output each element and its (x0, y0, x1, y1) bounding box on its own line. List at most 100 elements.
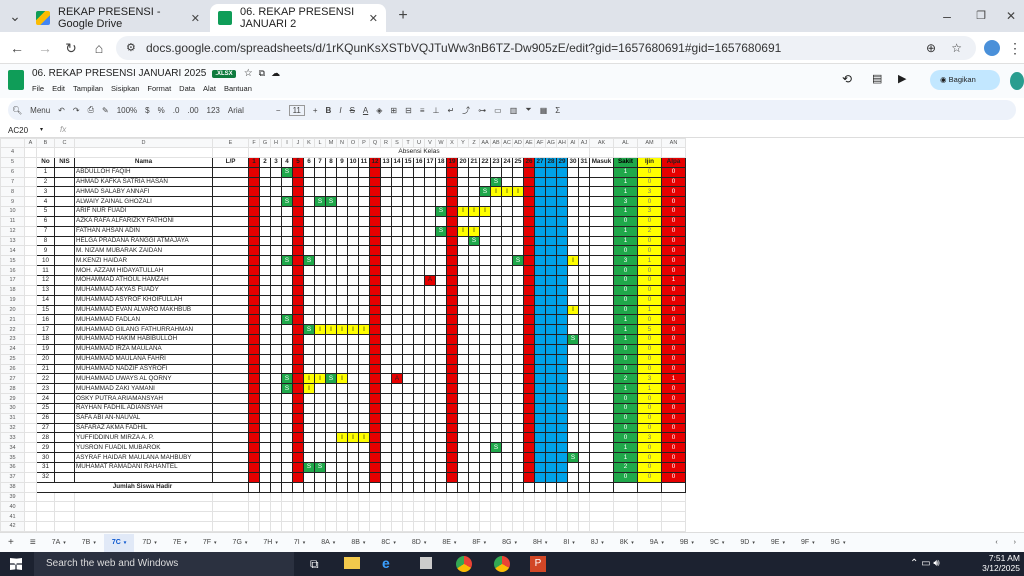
attendance-cell[interactable]: I (303, 383, 315, 395)
font-select[interactable]: Arial (227, 105, 244, 115)
attendance-cell[interactable] (325, 353, 337, 365)
attendance-cell[interactable] (292, 294, 304, 306)
cell[interactable] (545, 491, 557, 503)
column-header[interactable]: AD (512, 138, 524, 148)
cell[interactable] (36, 147, 55, 158)
attendance-cell[interactable] (578, 373, 590, 385)
reload-icon[interactable]: ↻ (65, 40, 77, 56)
fill-color-icon[interactable]: ◈ (376, 105, 383, 115)
attendance-cell[interactable] (292, 393, 304, 404)
attendance-cell[interactable] (270, 166, 282, 178)
attendance-cell[interactable] (534, 235, 546, 247)
attendance-cell[interactable] (270, 304, 282, 316)
day-header[interactable]: 15 (402, 156, 414, 168)
attendance-cell[interactable] (391, 324, 403, 336)
attendance-cell[interactable]: I (457, 206, 469, 217)
sakit-cell[interactable]: 0 (613, 393, 638, 404)
row-header[interactable]: 26 (0, 363, 25, 375)
attendance-cell[interactable] (479, 284, 491, 296)
attendance-cell[interactable] (336, 402, 348, 414)
cell[interactable] (24, 255, 37, 267)
attendance-cell[interactable] (501, 422, 513, 434)
cell[interactable] (24, 166, 37, 178)
attendance-cell[interactable] (424, 462, 436, 473)
masuk-cell[interactable] (589, 274, 614, 286)
cell[interactable] (303, 491, 315, 503)
cell[interactable] (303, 501, 315, 513)
attendance-cell[interactable] (490, 235, 502, 247)
cell[interactable] (490, 501, 502, 513)
cell[interactable] (369, 511, 381, 523)
cell[interactable] (24, 265, 37, 276)
attendance-cell[interactable] (446, 334, 458, 345)
attendance-cell[interactable] (259, 176, 271, 188)
attendance-cell[interactable] (578, 432, 590, 444)
all-sheets-button[interactable]: ≡ (29, 536, 36, 548)
attendance-cell[interactable] (479, 176, 491, 188)
student-lp[interactable] (212, 462, 249, 473)
student-nis[interactable] (54, 255, 75, 267)
attendance-cell[interactable] (556, 462, 568, 473)
cell[interactable] (613, 521, 638, 532)
attendance-cell[interactable] (292, 324, 304, 336)
attendance-cell[interactable] (567, 412, 579, 424)
day-header[interactable]: 19 (446, 156, 458, 168)
cell[interactable] (637, 491, 662, 503)
student-lp[interactable] (212, 206, 249, 217)
attendance-cell[interactable] (259, 215, 271, 227)
attendance-cell[interactable] (281, 363, 293, 375)
attendance-cell[interactable] (380, 442, 392, 454)
cell[interactable] (501, 521, 513, 532)
attendance-cell[interactable] (446, 284, 458, 296)
attendance-cell[interactable] (248, 206, 260, 217)
attendance-cell[interactable] (292, 284, 304, 296)
menu-edit[interactable]: Edit (52, 84, 66, 93)
sakit-cell[interactable]: 1 (613, 186, 638, 198)
attendance-cell[interactable] (270, 255, 282, 267)
attendance-cell[interactable] (248, 304, 260, 316)
alpa-cell[interactable]: 0 (661, 471, 686, 483)
attendance-cell[interactable] (369, 235, 381, 247)
font-size-increase[interactable]: + (312, 105, 318, 115)
attendance-cell[interactable] (545, 402, 557, 414)
attendance-cell[interactable] (402, 206, 414, 217)
cell[interactable] (479, 491, 491, 503)
attendance-cell[interactable] (479, 304, 491, 316)
attendance-cell[interactable] (325, 432, 337, 444)
masuk-cell[interactable] (589, 432, 614, 444)
cell[interactable] (589, 521, 614, 532)
attendance-cell[interactable] (314, 452, 326, 463)
attendance-cell[interactable] (292, 383, 304, 395)
cell[interactable] (501, 501, 513, 513)
attendance-cell[interactable] (578, 186, 590, 198)
attendance-cell[interactable] (380, 353, 392, 365)
cell[interactable] (380, 521, 392, 532)
attendance-cell[interactable]: S (490, 176, 502, 188)
attendance-cell[interactable] (545, 265, 557, 276)
attendance-cell[interactable] (347, 294, 359, 306)
cell[interactable] (435, 491, 447, 503)
attendance-cell[interactable] (303, 432, 315, 444)
attendance-cell[interactable] (512, 304, 524, 316)
name-box[interactable]: AC20 (8, 126, 29, 135)
column-header[interactable]: L (314, 138, 326, 148)
rotate-icon[interactable]: ⤴ (462, 105, 471, 115)
attendance-cell[interactable] (446, 422, 458, 434)
star-icon[interactable]: ☆ (243, 68, 253, 79)
attendance-cell[interactable] (325, 255, 337, 267)
attendance-cell[interactable] (424, 452, 436, 463)
attendance-cell[interactable]: S (314, 462, 326, 473)
attendance-cell[interactable] (402, 422, 414, 434)
attendance-cell[interactable] (380, 284, 392, 296)
attendance-cell[interactable] (490, 343, 502, 355)
attendance-cell[interactable] (446, 274, 458, 286)
attendance-cell[interactable] (446, 245, 458, 257)
attendance-cell[interactable] (402, 383, 414, 395)
attendance-cell[interactable] (435, 166, 447, 178)
cell[interactable] (281, 521, 293, 532)
row-header[interactable]: 17 (0, 274, 25, 286)
attendance-cell[interactable]: I (314, 324, 326, 336)
attendance-cell[interactable] (468, 412, 480, 424)
cell[interactable] (435, 521, 447, 532)
attendance-cell[interactable] (281, 462, 293, 473)
